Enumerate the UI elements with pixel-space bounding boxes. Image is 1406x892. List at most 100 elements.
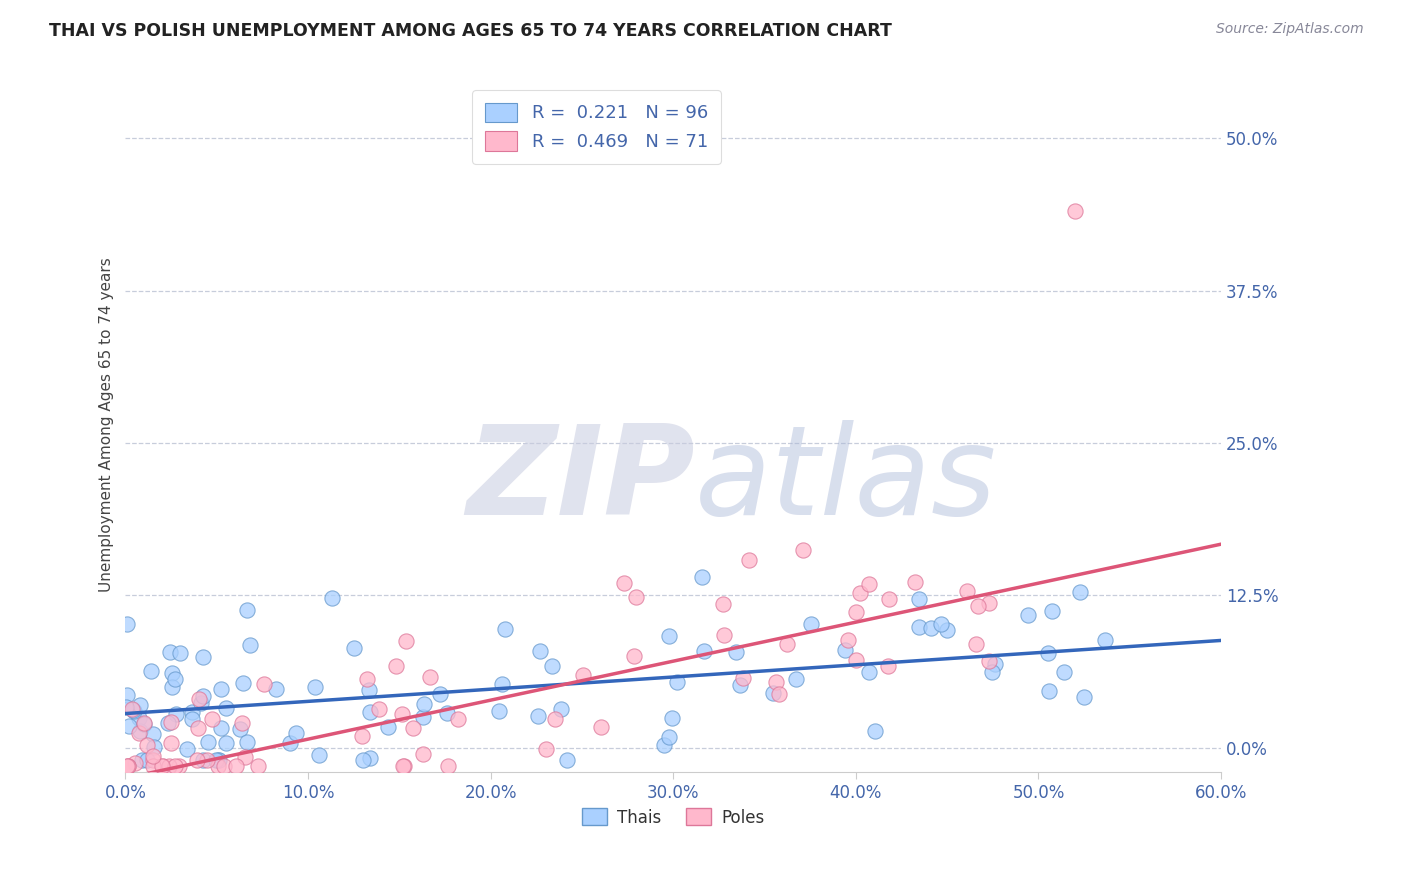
- Text: THAI VS POLISH UNEMPLOYMENT AMONG AGES 65 TO 74 YEARS CORRELATION CHART: THAI VS POLISH UNEMPLOYMENT AMONG AGES 6…: [49, 22, 891, 40]
- Point: [544, 712, 567, 726]
- Point: [877, 592, 900, 607]
- Point: [966, 599, 988, 613]
- Point: [208, 753, 231, 767]
- Point: [623, 648, 645, 663]
- Point: [412, 697, 434, 711]
- Point: [215, 700, 238, 714]
- Point: [285, 726, 308, 740]
- Point: [343, 640, 366, 655]
- Point: [711, 597, 734, 611]
- Point: [359, 751, 381, 765]
- Point: [792, 543, 814, 558]
- Point: [132, 716, 155, 731]
- Point: [167, 759, 190, 773]
- Point: [1038, 646, 1060, 660]
- Point: [550, 702, 572, 716]
- Point: [160, 736, 183, 750]
- Point: [733, 671, 755, 685]
- Point: [907, 620, 929, 634]
- Point: [591, 720, 613, 734]
- Point: [169, 646, 191, 660]
- Point: [236, 735, 259, 749]
- Point: [658, 629, 681, 643]
- Point: [572, 668, 595, 682]
- Point: [904, 574, 927, 589]
- Point: [1038, 684, 1060, 698]
- Point: [156, 716, 179, 731]
- Point: [165, 759, 187, 773]
- Point: [308, 747, 330, 762]
- Point: [191, 753, 214, 767]
- Point: [356, 673, 378, 687]
- Point: [176, 742, 198, 756]
- Point: [229, 723, 252, 737]
- Point: [738, 553, 761, 567]
- Point: [215, 736, 238, 750]
- Point: [187, 692, 209, 706]
- Point: [800, 616, 823, 631]
- Point: [121, 702, 143, 716]
- Point: [419, 670, 441, 684]
- Point: [117, 616, 139, 631]
- Point: [845, 605, 868, 619]
- Point: [246, 759, 269, 773]
- Point: [367, 702, 389, 716]
- Point: [402, 722, 425, 736]
- Point: [624, 590, 647, 604]
- Point: [186, 753, 208, 767]
- Point: [190, 697, 212, 711]
- Point: [152, 759, 174, 773]
- Text: Source: ZipAtlas.com: Source: ZipAtlas.com: [1216, 22, 1364, 37]
- Point: [965, 637, 987, 651]
- Point: [834, 643, 856, 657]
- Point: [352, 753, 374, 767]
- Point: [118, 719, 141, 733]
- Point: [692, 644, 714, 658]
- Point: [359, 705, 381, 719]
- Point: [877, 659, 900, 673]
- Point: [204, 753, 226, 767]
- Point: [395, 633, 418, 648]
- Point: [235, 603, 257, 617]
- Point: [129, 723, 152, 738]
- Point: [858, 665, 880, 679]
- Point: [131, 753, 153, 767]
- Point: [447, 712, 470, 726]
- Point: [201, 712, 224, 726]
- Point: [541, 659, 564, 673]
- Point: [117, 759, 139, 773]
- Point: [488, 704, 510, 718]
- Point: [526, 709, 548, 723]
- Point: [1017, 608, 1039, 623]
- Point: [142, 752, 165, 766]
- Point: [494, 622, 516, 636]
- Point: [142, 759, 165, 773]
- Point: [136, 753, 159, 767]
- Point: [160, 665, 183, 680]
- Text: ZIP: ZIP: [467, 420, 695, 541]
- Point: [233, 750, 256, 764]
- Point: [214, 759, 236, 773]
- Point: [195, 753, 218, 767]
- Point: [163, 672, 186, 686]
- Point: [436, 706, 458, 721]
- Point: [141, 664, 163, 678]
- Point: [197, 735, 219, 749]
- Point: [977, 596, 1000, 610]
- Point: [231, 716, 253, 731]
- Text: atlas: atlas: [695, 420, 997, 541]
- Point: [143, 740, 166, 755]
- Point: [1069, 585, 1091, 599]
- Point: [1094, 632, 1116, 647]
- Point: [858, 577, 880, 591]
- Point: [225, 759, 247, 773]
- Point: [979, 654, 1001, 668]
- Point: [187, 721, 209, 735]
- Point: [115, 700, 138, 714]
- Point: [536, 742, 558, 756]
- Y-axis label: Unemployment Among Ages 65 to 74 years: Unemployment Among Ages 65 to 74 years: [100, 258, 114, 592]
- Point: [555, 753, 578, 767]
- Point: [391, 706, 413, 721]
- Point: [491, 676, 513, 690]
- Point: [124, 756, 146, 770]
